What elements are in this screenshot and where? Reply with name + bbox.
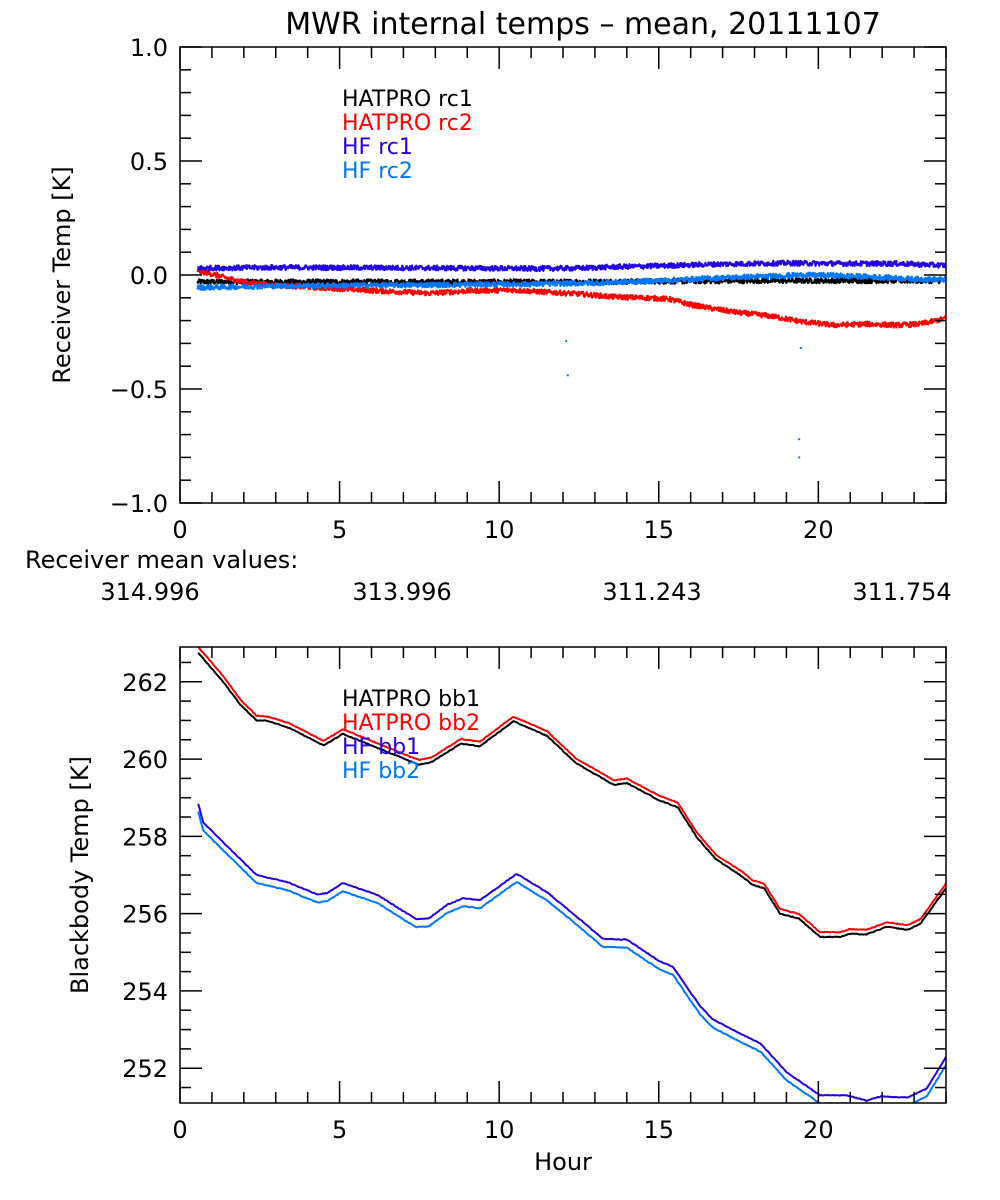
x-tick-label: 10 — [484, 516, 515, 544]
legend-entry-hatpro-rc2: HATPRO rc2 — [342, 111, 473, 136]
receiver-y-axis-label: Receiver Temp [K] — [48, 166, 76, 384]
series-hf-bb2 — [197, 811, 946, 1103]
series-hatpro-bb2 — [197, 647, 946, 934]
x-tick-label: 0 — [172, 516, 187, 544]
blackbody-axes: 0 5 10 15 20 252 254 256 258 260 262 — [122, 646, 947, 1144]
x-tick-label: 0 — [172, 1116, 187, 1144]
line-hatpro-rc2 — [196, 268, 946, 329]
y-tick-label: −1.0 — [110, 490, 168, 518]
series-hf-rc2 — [196, 271, 946, 459]
series-hf-rc1 — [196, 259, 946, 273]
legend-entry-hf-bb1: HF bb1 — [342, 735, 420, 760]
y-tick-label: 0.0 — [130, 262, 168, 290]
x-tick-label: 20 — [803, 516, 834, 544]
legend-entry-hf-rc2: HF rc2 — [342, 159, 413, 184]
line-hf-rc2 — [196, 271, 946, 292]
blackbody-series-group — [197, 647, 946, 1103]
legend-entry-hf-rc1: HF rc1 — [342, 135, 413, 160]
x-tick-label: 15 — [643, 516, 674, 544]
mean-value-hf-rc1: 311.243 — [602, 578, 701, 606]
blackbody-y-axis-label: Blackbody Temp [K] — [66, 756, 94, 994]
y-tick-label: 0.5 — [130, 148, 168, 176]
x-tick-label: 5 — [332, 1116, 347, 1144]
outlier-point-hf-rc2 — [799, 346, 802, 349]
blackbody-temp-panel: 0 5 10 15 20 252 254 256 258 260 262 HATPRO bb1HAT… — [66, 646, 947, 1176]
receiver-temp-panel: 0 5 10 15 20 −1.0 −0.5 0.0 0.5 1.0 HATPRO rc1HATP… — [48, 34, 947, 544]
legend-entry-hatpro-bb1: HATPRO bb1 — [342, 687, 480, 712]
y-tick-label: 1.0 — [130, 34, 168, 62]
y-tick-label: −0.5 — [110, 376, 168, 404]
chart-title: MWR internal temps – mean, 20111107 — [285, 7, 881, 42]
x-tick-label: 20 — [803, 1116, 834, 1144]
line-hf-rc1 — [196, 259, 946, 273]
outlier-point-hf-rc2 — [565, 340, 568, 343]
line-hatpro-bb2 — [197, 647, 946, 934]
mean-value-hatpro-rc1: 314.996 — [100, 578, 199, 606]
legend-entry-hatpro-bb2: HATPRO bb2 — [342, 711, 480, 736]
outlier-point-hf-rc2 — [566, 374, 569, 377]
line-hatpro-bb1 — [197, 652, 946, 939]
outlier-point-hf-rc2 — [798, 438, 801, 441]
y-tick-label: 258 — [122, 823, 168, 851]
x-axis-label: Hour — [534, 1148, 592, 1176]
x-tick-label: 10 — [484, 1116, 515, 1144]
y-tick-label: 256 — [122, 901, 168, 929]
mean-value-hf-rc2: 311.754 — [852, 578, 951, 606]
outlier-point-hf-rc2 — [798, 456, 801, 459]
mean-values-label: Receiver mean values: — [25, 546, 298, 574]
line-hf-bb2 — [197, 811, 946, 1103]
y-tick-label: 254 — [122, 978, 168, 1006]
receiver-axes: 0 5 10 15 20 −1.0 −0.5 0.0 0.5 1.0 — [110, 34, 947, 544]
y-tick-label: 252 — [122, 1055, 168, 1083]
series-hatpro-bb1 — [197, 652, 946, 939]
legend-entry-hf-bb2: HF bb2 — [342, 759, 420, 784]
legend-entry-hatpro-rc1: HATPRO rc1 — [342, 87, 473, 112]
receiver-mean-values: Receiver mean values: 314.996 313.996 31… — [25, 546, 952, 606]
x-tick-label: 5 — [332, 516, 347, 544]
x-tick-label: 15 — [643, 1116, 674, 1144]
receiver-series-group — [196, 259, 946, 459]
mean-value-hatpro-rc2: 313.996 — [352, 578, 451, 606]
blackbody-plot-frame — [179, 646, 947, 1104]
y-tick-label: 262 — [122, 669, 168, 697]
series-hf-bb1 — [197, 803, 946, 1103]
line-hf-bb1 — [197, 803, 946, 1103]
y-tick-label: 260 — [122, 746, 168, 774]
